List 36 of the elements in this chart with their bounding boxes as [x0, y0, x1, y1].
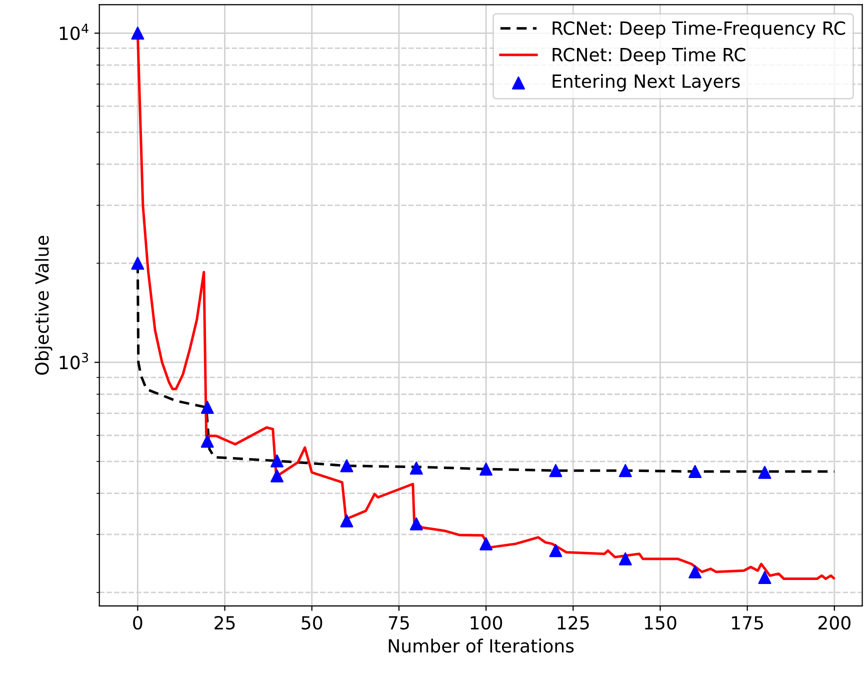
x-tick-label: 200: [818, 616, 850, 630]
x-axis-title: Number of Iterations: [388, 638, 574, 653]
point: [410, 517, 423, 530]
x-tick-label: 125: [558, 616, 589, 630]
point: [688, 565, 702, 578]
point: [131, 26, 144, 40]
point: [480, 537, 493, 550]
y-tick-label: 10$^{3}$: [60, 352, 88, 370]
x-tick-label: 25: [214, 616, 235, 630]
point: [618, 552, 632, 566]
y-axis-title: Objective Value: [34, 236, 52, 375]
x-tick-label: 50: [302, 616, 322, 630]
point: [200, 400, 214, 414]
point: [480, 462, 493, 476]
point: [688, 465, 702, 478]
point: [758, 571, 772, 584]
point: [758, 466, 772, 479]
point: [340, 459, 354, 472]
legend-label: Entering Next Layers: [552, 74, 740, 92]
x-tick-label: 150: [644, 616, 676, 630]
point: [549, 544, 562, 558]
point: [410, 462, 423, 475]
point: [549, 464, 562, 478]
legend-label: RCNet: Deep Time RC: [552, 47, 746, 65]
y-tick-label: 10$^{4}$: [60, 24, 88, 40]
x-tick-label: 100: [470, 616, 502, 630]
x-tick-label: 75: [388, 616, 409, 630]
point: [200, 434, 214, 448]
x-tick-label: 175: [732, 616, 763, 630]
point: [270, 469, 284, 482]
point: [131, 256, 144, 270]
point: [618, 464, 632, 478]
x-tick-label: 0: [133, 616, 142, 630]
legend-label: RCNet: Deep Time-Frequency RC: [552, 20, 846, 38]
point: [270, 454, 284, 468]
point: [340, 514, 354, 528]
